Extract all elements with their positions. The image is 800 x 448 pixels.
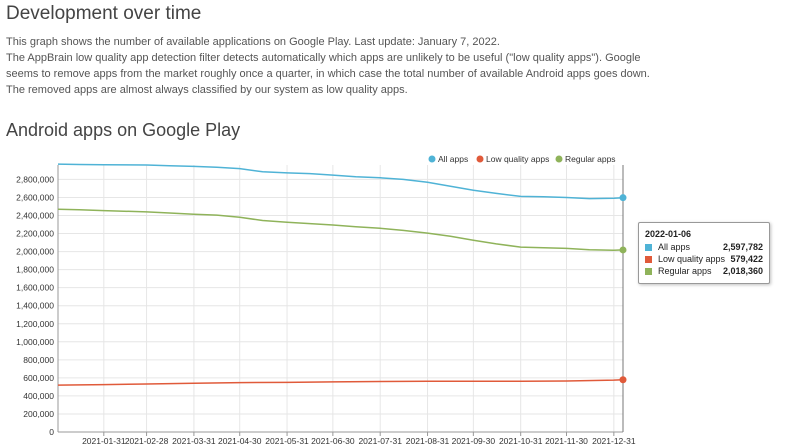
tooltip-value: 2,597,782 bbox=[722, 242, 763, 252]
tooltip-value: 2,018,360 bbox=[722, 266, 763, 276]
tooltip-row-all-apps: All apps 2,597,782 bbox=[645, 242, 763, 254]
y-tick-label: 400,000 bbox=[23, 391, 54, 401]
tooltip-value: 579,422 bbox=[730, 254, 763, 264]
x-tick-label: 2021-08-31 bbox=[406, 436, 450, 446]
chart-heading: Android apps on Google Play bbox=[6, 120, 241, 140]
y-tick-label: 600,000 bbox=[23, 373, 54, 383]
series-endpoint-low-quality-apps bbox=[619, 376, 627, 384]
x-tick-label: 2021-02-28 bbox=[125, 436, 169, 446]
legend-label: Regular apps bbox=[565, 154, 616, 164]
y-tick-label: 1,400,000 bbox=[16, 301, 54, 311]
series-line-low-quality-apps bbox=[57, 378, 624, 386]
x-tick-label: 2021-11-30 bbox=[545, 436, 588, 446]
tooltip-label: Low quality apps bbox=[658, 254, 726, 264]
y-tick-label: 2,600,000 bbox=[16, 192, 54, 202]
intro-text: This graph shows the number of available… bbox=[6, 34, 666, 98]
legend-marker bbox=[428, 155, 436, 163]
x-tick-label: 2021-10-31 bbox=[499, 436, 543, 446]
regular-apps-swatch bbox=[645, 268, 652, 275]
x-tick-label: 2021-12-31 bbox=[592, 436, 636, 446]
y-tick-label: 2,800,000 bbox=[16, 174, 54, 184]
y-tick-label: 2,000,000 bbox=[16, 247, 54, 257]
tooltip-row-low-quality-apps: Low quality apps 579,422 bbox=[645, 254, 763, 266]
y-tick-label: 200,000 bbox=[23, 409, 54, 419]
x-tick-label: 2021-01-31 bbox=[82, 436, 126, 446]
chart-tooltip: 2022-01-06 All apps 2,597,782 Low qualit… bbox=[638, 222, 770, 284]
legend-marker bbox=[555, 155, 563, 163]
y-tick-label: 1,800,000 bbox=[16, 265, 54, 275]
tooltip-row-regular-apps: Regular apps 2,018,360 bbox=[645, 266, 763, 278]
series-line-regular-apps bbox=[57, 208, 624, 251]
y-tick-label: 1,600,000 bbox=[16, 283, 54, 293]
tooltip-label: All apps bbox=[658, 242, 691, 252]
x-tick-label: 2021-09-30 bbox=[452, 436, 496, 446]
series-line-all-apps bbox=[57, 163, 624, 200]
all-apps-swatch bbox=[645, 244, 652, 251]
y-tick-label: 0 bbox=[49, 427, 54, 437]
y-tick-label: 2,200,000 bbox=[16, 229, 54, 239]
series-endpoint-all-apps bbox=[619, 194, 627, 202]
x-tick-label: 2021-05-31 bbox=[265, 436, 309, 446]
page-heading: Development over time bbox=[6, 3, 202, 24]
tooltip-label: Regular apps bbox=[658, 266, 712, 276]
x-tick-label: 2021-04-30 bbox=[218, 436, 262, 446]
intro-line-1: This graph shows the number of available… bbox=[6, 36, 500, 48]
y-tick-label: 2,400,000 bbox=[16, 211, 54, 221]
legend-label: All apps bbox=[438, 154, 468, 164]
android-apps-chart[interactable]: 0 200,000 400,000 600,000 800,000 1,000,000 1,… bbox=[0, 148, 800, 448]
tooltip-date: 2022-01-06 bbox=[645, 229, 692, 239]
y-tick-label: 1,000,000 bbox=[16, 337, 54, 347]
intro-line-2: The AppBrain low quality app detection f… bbox=[6, 52, 650, 96]
legend-label: Low quality apps bbox=[486, 154, 549, 164]
low-quality-apps-swatch bbox=[645, 256, 652, 263]
x-tick-label: 2021-07-31 bbox=[358, 436, 402, 446]
y-tick-label: 800,000 bbox=[23, 355, 54, 365]
legend-marker bbox=[476, 155, 484, 163]
series-endpoint-regular-apps bbox=[619, 246, 627, 254]
x-tick-label: 2021-03-31 bbox=[172, 436, 216, 446]
y-tick-label: 1,200,000 bbox=[16, 319, 54, 329]
x-tick-label: 2021-06-30 bbox=[311, 436, 355, 446]
